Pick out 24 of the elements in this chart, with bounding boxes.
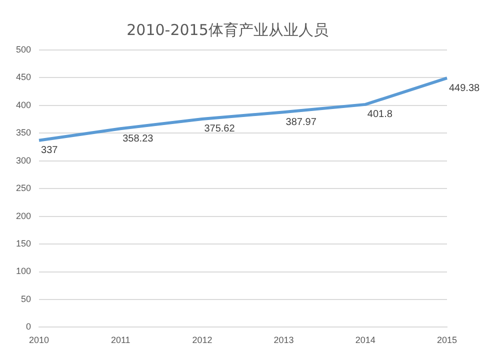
y-tick-label: 200 bbox=[16, 210, 32, 221]
y-tick-label: 250 bbox=[16, 183, 32, 194]
y-tick-label: 0 bbox=[26, 322, 32, 332]
y-tick-label: 300 bbox=[16, 155, 32, 166]
chart-title: 2010-2015体育产业从业人员 bbox=[126, 20, 328, 39]
y-tick-label: 400 bbox=[16, 100, 32, 110]
x-tick-label: 2014 bbox=[355, 335, 376, 346]
data-label: 401.8 bbox=[367, 109, 393, 120]
y-tick-label: 450 bbox=[16, 72, 32, 82]
x-tick-label: 2011 bbox=[110, 335, 130, 346]
y-tick-label: 100 bbox=[16, 266, 32, 276]
x-tick-label: 2010 bbox=[29, 335, 50, 346]
y-tick-label: 150 bbox=[16, 238, 32, 249]
y-tick-label: 50 bbox=[21, 294, 32, 304]
x-tick-label: 2015 bbox=[436, 335, 458, 346]
data-label: 387.97 bbox=[286, 116, 317, 128]
x-tick-label: 2013 bbox=[274, 335, 294, 346]
data-label: 358.23 bbox=[122, 133, 154, 144]
x-tick-label: 2012 bbox=[192, 335, 212, 346]
data-label: 449.38 bbox=[449, 82, 480, 94]
data-label: 337 bbox=[41, 145, 58, 156]
y-tick-label: 500 bbox=[16, 44, 32, 54]
data-label: 375.62 bbox=[204, 124, 236, 135]
y-tick-label: 350 bbox=[16, 128, 32, 138]
